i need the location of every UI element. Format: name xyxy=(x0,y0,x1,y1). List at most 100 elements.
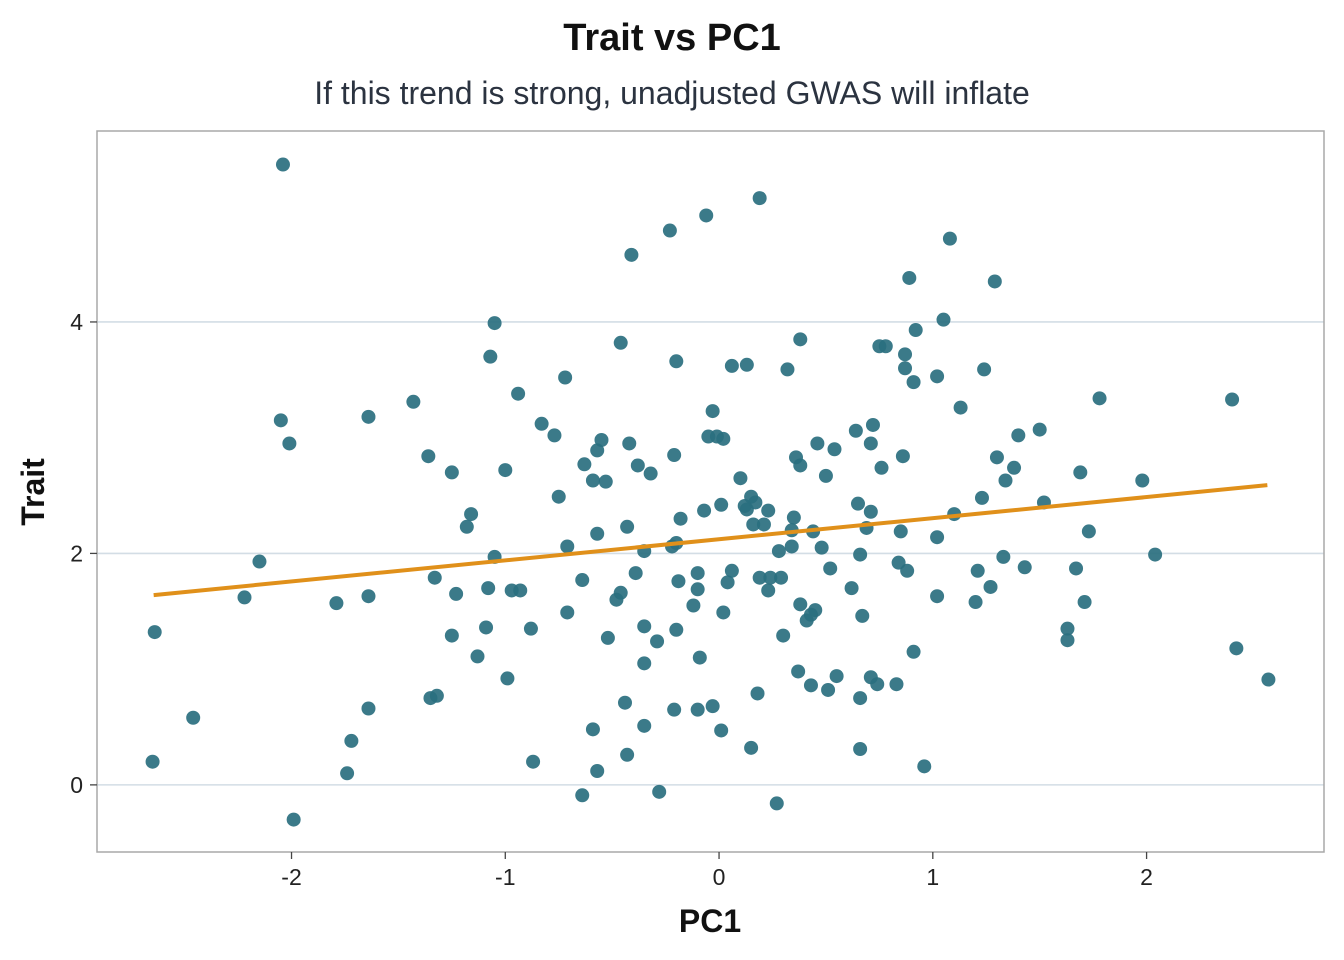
data-point xyxy=(818,468,833,483)
data-point xyxy=(989,450,1004,465)
data-point xyxy=(739,357,754,372)
data-point xyxy=(870,677,885,692)
data-point xyxy=(361,589,376,604)
data-point xyxy=(752,570,767,585)
data-point xyxy=(829,669,844,684)
data-point xyxy=(810,436,825,451)
data-point xyxy=(823,561,838,576)
data-point xyxy=(853,547,868,562)
data-point xyxy=(827,442,842,457)
data-point xyxy=(673,511,688,526)
data-point xyxy=(983,579,998,594)
data-point xyxy=(898,361,913,376)
data-point xyxy=(551,489,566,504)
data-point xyxy=(421,449,436,464)
data-point xyxy=(344,733,359,748)
data-point xyxy=(977,362,992,377)
chart-subtitle: If this trend is strong, unadjusted GWAS… xyxy=(314,75,1030,111)
data-point xyxy=(617,695,632,710)
data-point xyxy=(814,540,829,555)
data-point xyxy=(720,575,735,590)
y-axis: 0 2 4 xyxy=(70,309,97,798)
data-point xyxy=(850,496,865,511)
data-point xyxy=(523,621,538,636)
data-point xyxy=(667,448,682,463)
data-point xyxy=(622,436,637,451)
data-point xyxy=(895,449,910,464)
data-point xyxy=(252,554,267,569)
data-point xyxy=(942,231,957,246)
data-point xyxy=(534,416,549,431)
data-point xyxy=(853,742,868,756)
data-point xyxy=(147,625,162,640)
data-point xyxy=(273,413,288,428)
data-point xyxy=(716,431,731,446)
data-point xyxy=(1017,560,1032,575)
data-point xyxy=(744,740,759,755)
data-point xyxy=(186,710,201,725)
data-point xyxy=(793,332,808,347)
data-point xyxy=(628,566,643,581)
y-axis-label: Trait xyxy=(15,458,51,526)
data-point xyxy=(1135,473,1150,488)
data-point xyxy=(1060,633,1075,648)
x-axis-label: PC1 xyxy=(679,903,741,939)
data-point xyxy=(560,605,575,620)
data-point xyxy=(906,644,921,659)
data-point xyxy=(237,590,252,605)
data-point xyxy=(724,358,739,373)
data-point xyxy=(865,417,880,432)
data-point xyxy=(624,247,639,262)
data-point xyxy=(906,375,921,390)
data-point xyxy=(716,605,731,620)
data-point xyxy=(577,457,592,472)
data-point xyxy=(686,598,701,613)
data-point xyxy=(853,691,868,706)
data-point xyxy=(449,586,464,601)
data-point xyxy=(613,335,628,350)
data-point xyxy=(282,436,297,451)
data-point xyxy=(690,582,705,597)
data-point xyxy=(526,754,541,769)
trend-line xyxy=(153,483,1268,598)
data-point xyxy=(487,316,502,331)
data-point xyxy=(652,784,667,799)
data-point xyxy=(671,574,686,589)
data-point xyxy=(590,526,605,541)
y-tick-label: 4 xyxy=(70,309,83,335)
data-point xyxy=(974,490,989,505)
data-point xyxy=(1081,524,1096,539)
data-point xyxy=(637,718,652,733)
x-tick-label: 1 xyxy=(926,864,939,890)
data-point xyxy=(590,763,605,778)
data-point xyxy=(771,544,786,559)
data-point xyxy=(609,592,624,607)
data-point xyxy=(459,519,474,534)
data-point xyxy=(791,664,806,679)
data-point xyxy=(286,812,301,827)
data-point xyxy=(620,747,635,762)
y-tick-label: 2 xyxy=(70,540,83,566)
data-point xyxy=(697,503,712,518)
data-point xyxy=(761,503,776,518)
data-point xyxy=(786,510,801,525)
data-point xyxy=(511,386,526,401)
data-point xyxy=(483,349,498,364)
data-point xyxy=(889,677,904,692)
data-point xyxy=(444,465,459,480)
data-point xyxy=(761,583,776,598)
data-point xyxy=(329,596,344,611)
data-point xyxy=(470,649,485,664)
data-point xyxy=(692,650,707,665)
data-points xyxy=(145,157,1276,827)
data-point xyxy=(699,208,714,223)
data-point xyxy=(996,549,1011,564)
data-point xyxy=(970,563,985,578)
data-point xyxy=(733,471,748,486)
data-point xyxy=(498,463,513,478)
data-point xyxy=(793,597,808,612)
data-point xyxy=(705,699,720,714)
data-point xyxy=(987,274,1002,289)
data-point xyxy=(547,428,562,443)
